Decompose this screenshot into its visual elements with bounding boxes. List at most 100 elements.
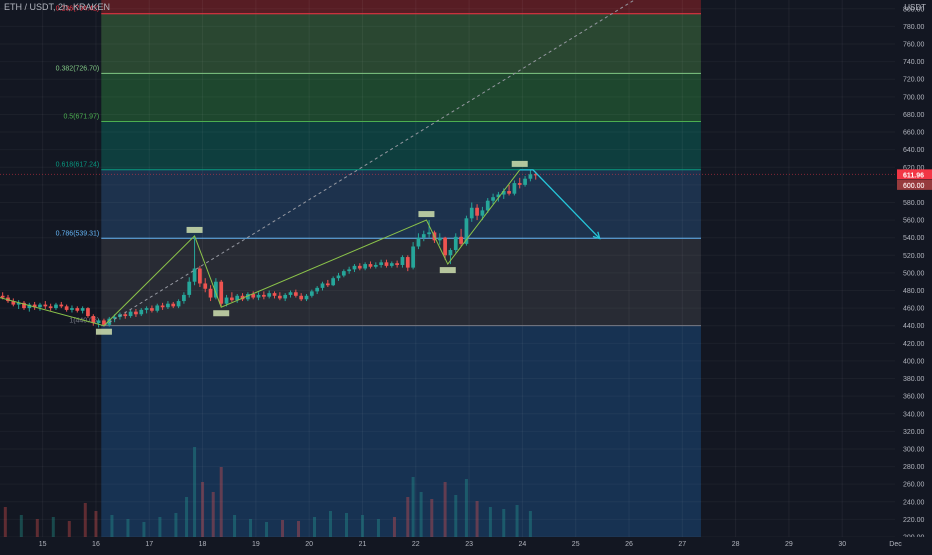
candle-body	[261, 294, 266, 297]
time-axis-background	[0, 537, 932, 550]
time-tick-label: 20	[305, 541, 313, 548]
volume-bar	[419, 492, 423, 537]
pivot-marker[interactable]	[213, 310, 230, 317]
volume-bar	[51, 517, 55, 537]
candle-body	[27, 304, 32, 309]
volume-bar	[219, 467, 223, 537]
fib-zone	[101, 0, 701, 14]
volume-bar	[67, 521, 71, 537]
volume-bar	[94, 511, 98, 537]
fib-zone	[101, 238, 701, 326]
candle-body	[320, 283, 325, 288]
price-tick-label: 360.00	[903, 394, 925, 401]
fib-level-label: 1(440.06)	[69, 318, 99, 325]
pivot-marker[interactable]	[439, 267, 456, 274]
candle-body	[86, 308, 90, 317]
candle-body	[277, 295, 282, 299]
volume-bar	[392, 517, 396, 537]
volume-bar	[360, 515, 364, 537]
candle-body	[443, 237, 447, 256]
fib-zone	[101, 73, 701, 122]
volume-bar	[35, 519, 39, 537]
fib-level-label: 0.382(726.70)	[56, 65, 100, 72]
candle-body	[491, 197, 495, 201]
candle-body	[22, 302, 26, 309]
pivot-marker[interactable]	[511, 160, 528, 167]
candle-body	[240, 295, 245, 300]
volume-bar	[488, 507, 492, 537]
candle-body	[64, 306, 69, 310]
price-tick-label: 220.00	[903, 517, 925, 524]
fib-level-label: 0.5(671.97)	[63, 114, 99, 121]
fib-level-label: 0.786(539.31)	[56, 230, 100, 237]
candle-body	[272, 293, 277, 296]
fib-zone	[101, 169, 701, 239]
price-tick-label: 500.00	[903, 270, 925, 277]
pattern-line[interactable]	[0, 169, 521, 327]
volume-bar	[174, 513, 178, 537]
candle-body	[421, 234, 426, 238]
candle-body	[299, 295, 304, 300]
candles-layer	[0, 169, 538, 328]
volume-bar	[19, 515, 23, 537]
time-tick-label: 15	[39, 541, 47, 548]
candle-body	[331, 278, 336, 286]
price-tick-label: 660.00	[903, 130, 925, 137]
volume-bar	[83, 503, 87, 537]
price-tick-label: 440.00	[903, 323, 925, 330]
candle-body	[427, 232, 431, 235]
time-axis[interactable]: 15 16 17 18 19 20 21 22 23 24 25 26 27 28 29 30 Dec	[0, 537, 932, 550]
volume-bar	[3, 507, 7, 537]
volume-bar	[502, 509, 506, 537]
fib-levels-layer[interactable]: 0.236(794.42) 0.382(726.70) 0.5(671.97) 0.6…	[0, 6, 895, 327]
volume-bar	[430, 499, 434, 537]
candle-body	[16, 302, 21, 305]
time-tick-label: 23	[465, 541, 473, 548]
price-tick-label: 380.00	[903, 376, 925, 383]
volume-bar	[265, 522, 269, 537]
candle-body	[512, 183, 517, 194]
candle-body	[437, 237, 442, 241]
volume-bar	[528, 511, 532, 537]
candle-body	[395, 263, 399, 265]
candle-body	[304, 295, 309, 300]
price-axis[interactable]: 800.00 780.00 760.00 740.00 720.00 700.00 680.…	[895, 0, 932, 550]
candle-body	[347, 269, 352, 272]
currency-label: USDT	[904, 3, 926, 12]
candle-body	[496, 194, 501, 198]
price-tick-label: 620.00	[903, 165, 925, 172]
trend-extension-line[interactable]	[103, 0, 635, 327]
drawings-layer[interactable]	[0, 0, 635, 335]
pivot-marker[interactable]	[95, 328, 112, 335]
price-tick-label: 720.00	[903, 77, 925, 84]
price-tick-label: 280.00	[903, 464, 925, 471]
candle-body	[368, 264, 373, 267]
candle-body	[75, 308, 80, 311]
volume-bar	[454, 495, 458, 537]
volume-bar	[281, 520, 285, 537]
volume-bar	[328, 511, 332, 537]
volume-bar	[233, 515, 237, 537]
time-tick-label: 18	[199, 541, 207, 548]
forecast-arrow-line[interactable]	[519, 169, 601, 240]
price-tick-label: 460.00	[903, 306, 925, 313]
candle-body	[107, 318, 112, 325]
volume-bar	[344, 513, 348, 537]
candle-body	[485, 200, 490, 211]
candle-body	[475, 207, 479, 216]
price-tick-label: 580.00	[903, 200, 925, 207]
fib-level-label: 0.236(794.42)	[56, 6, 100, 13]
volume-bar	[313, 517, 317, 537]
pivot-marker[interactable]	[186, 226, 203, 233]
price-tick-label: 260.00	[903, 482, 925, 489]
time-tick-label: 21	[359, 541, 367, 548]
current-price-badge	[897, 169, 932, 180]
pivot-marker[interactable]	[418, 211, 435, 218]
forecast-arrow-head[interactable]	[592, 231, 601, 240]
price-tick-label: 300.00	[903, 446, 925, 453]
fib-level-label: 0.618(617.24)	[56, 162, 100, 169]
candle-body	[384, 262, 389, 266]
candle-body	[325, 283, 330, 286]
price-axis-background	[895, 0, 932, 550]
